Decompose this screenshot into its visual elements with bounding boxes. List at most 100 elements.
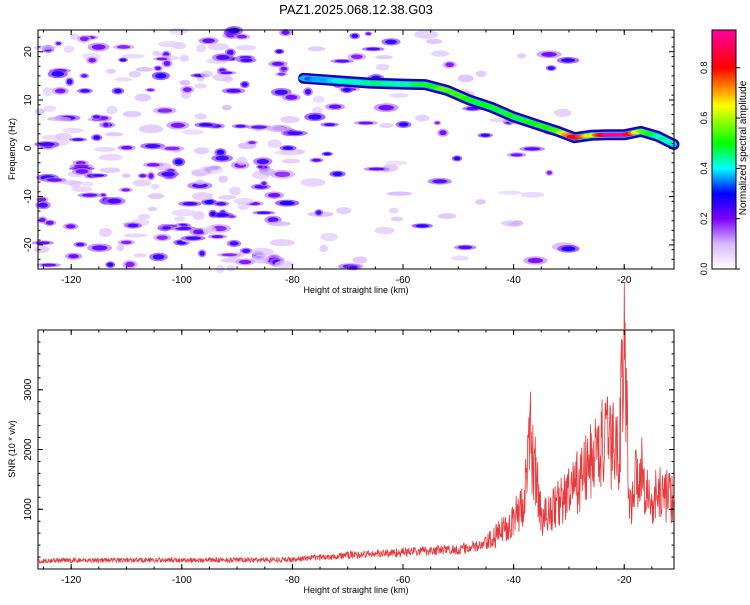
spectrogram-noise-core: [144, 143, 161, 149]
spectrogram-y-tick-label: -10: [23, 189, 34, 204]
spectrogram-noise-cell: [147, 193, 165, 200]
spectrogram-noise-core: [91, 44, 106, 50]
spectrogram-x-tick-label: -120: [61, 275, 81, 286]
spectrogram-noise-core: [415, 224, 429, 228]
spectrogram-noise-core: [229, 241, 239, 246]
spectrogram-noise-cell: [137, 213, 151, 220]
spectrogram-noise-core: [304, 88, 312, 95]
spectrogram-noise-core: [156, 235, 168, 240]
spectrogram-noise-core: [510, 153, 523, 157]
spectrogram-noise-core: [328, 104, 342, 109]
spectrogram-noise-core: [103, 122, 109, 127]
spectrogram-noise-cell: [69, 33, 80, 40]
spectrogram-noise-core: [156, 57, 168, 61]
spectrogram-noise-core: [267, 217, 279, 223]
spectrogram-noise-cell: [98, 227, 112, 237]
spectrogram-noise-core: [204, 199, 215, 205]
spectrogram-noise-cell: [320, 232, 338, 242]
spectrogram-noise-core: [66, 78, 73, 85]
spectrogram-noise-core: [242, 248, 251, 253]
spectrogram-noise-cell: [195, 179, 206, 185]
spectrogram-noise-cell: [114, 77, 133, 82]
spectrogram-noise-core: [398, 122, 409, 127]
colorbar-ticks: 0.0 0.2 0.4 0.6 0.8: [699, 61, 740, 275]
spectrogram-noise-core: [93, 174, 105, 177]
spectrogram-noise-core: [279, 200, 295, 206]
spectrogram-heatmap: [31, 26, 680, 274]
spectrogram-noise-cell: [374, 226, 395, 235]
spectrogram-noise-cell: [181, 129, 204, 135]
spectrogram-frame: [37, 29, 675, 270]
spectrogram-noise-core: [541, 51, 557, 57]
spectrogram-noise-core: [51, 71, 65, 77]
spectrogram-noise-core: [236, 34, 248, 39]
spectrogram-noise-cell: [152, 50, 162, 57]
spectrogram-noise-core: [146, 88, 155, 92]
spectrogram-noise-cell: [63, 45, 75, 53]
spectrogram-noise-cell: [34, 108, 45, 115]
spectrogram-noise-core: [215, 155, 229, 161]
snr-x-tick-label: -60: [396, 575, 411, 586]
spectrogram-noise-cell: [259, 168, 276, 176]
spectrogram-noise-core: [280, 67, 288, 71]
spectrogram-noise-core: [174, 159, 183, 165]
spectrogram-noise-cell: [385, 160, 408, 166]
spectrogram-noise-core: [216, 54, 230, 60]
spectrogram-noise-cell: [375, 55, 393, 60]
spectrogram-noise-core: [127, 223, 139, 228]
spectrogram-noise-cell: [172, 42, 187, 50]
spectrogram-noise-core: [226, 49, 234, 56]
spectrogram-noise-core: [458, 245, 473, 250]
spectrogram-noise-core: [261, 181, 267, 186]
spectrogram-noise-cell: [191, 192, 214, 201]
spectrogram-noise-core: [272, 61, 284, 66]
spectrogram-noise-cell: [235, 44, 257, 51]
spectrogram-noise-core: [351, 54, 363, 60]
spectrogram-noise-core: [276, 49, 283, 54]
spectrogram-x-tick-label: -40: [506, 275, 521, 286]
spectrogram-noise-core: [199, 250, 205, 256]
spectrogram-noise-core: [334, 59, 350, 63]
spectrogram-noise-core: [182, 87, 192, 92]
spectrogram-noise-core: [287, 131, 303, 136]
spectrogram-noise-cell: [196, 44, 206, 52]
spectrogram-noise-core: [107, 198, 122, 204]
spectrogram-noise-core: [211, 235, 224, 239]
spectrogram-noise-core: [226, 88, 241, 93]
spectrogram-noise-core: [358, 121, 374, 125]
snr-line: [37, 282, 675, 565]
spectrogram-noise-cell: [475, 199, 486, 205]
spectrogram-noise-cell: [236, 156, 247, 166]
spectrogram-noise-core: [256, 211, 271, 215]
spectrogram-noise-cell: [42, 87, 54, 97]
spectrogram-noise-core: [198, 123, 213, 127]
snr-x-label: Height of straight line (km): [303, 585, 408, 595]
spectrogram-noise-core: [216, 149, 225, 155]
spectrogram-noise-cell: [274, 260, 295, 269]
spectrogram-noise-cell: [390, 216, 404, 222]
spectrogram-noise-core: [120, 145, 133, 150]
spectrogram-noise-core: [274, 89, 288, 95]
spectrogram-noise-core: [527, 257, 544, 264]
spectrogram-noise-cell: [174, 216, 186, 222]
spectrogram-noise-core: [139, 174, 146, 178]
spectrogram-noise-cell: [122, 173, 131, 178]
spectrogram-noise-cell: [62, 127, 84, 134]
spectrogram-noise-cell: [202, 226, 217, 235]
spectrogram-noise-cell: [94, 147, 116, 152]
spectrogram-noise-core: [348, 265, 358, 270]
spectrogram-noise-cell: [128, 70, 141, 78]
spectrogram-noise-core: [315, 210, 322, 215]
spectrogram-noise-core: [155, 73, 167, 79]
spectrogram-noise-core: [213, 213, 229, 217]
spectrogram-noise-core: [157, 108, 173, 113]
spectrogram-noise-cell: [336, 207, 352, 215]
spectrogram-noise-cell: [520, 191, 545, 198]
spectrogram-noise-cell: [414, 30, 439, 39]
spectrogram-noise-core: [235, 124, 246, 128]
spectrogram-noise-core: [547, 66, 555, 70]
spectrogram-y-axis: -20 -10 0 10 20: [23, 36, 674, 270]
snr-y-tick-label: 1000: [23, 498, 34, 521]
